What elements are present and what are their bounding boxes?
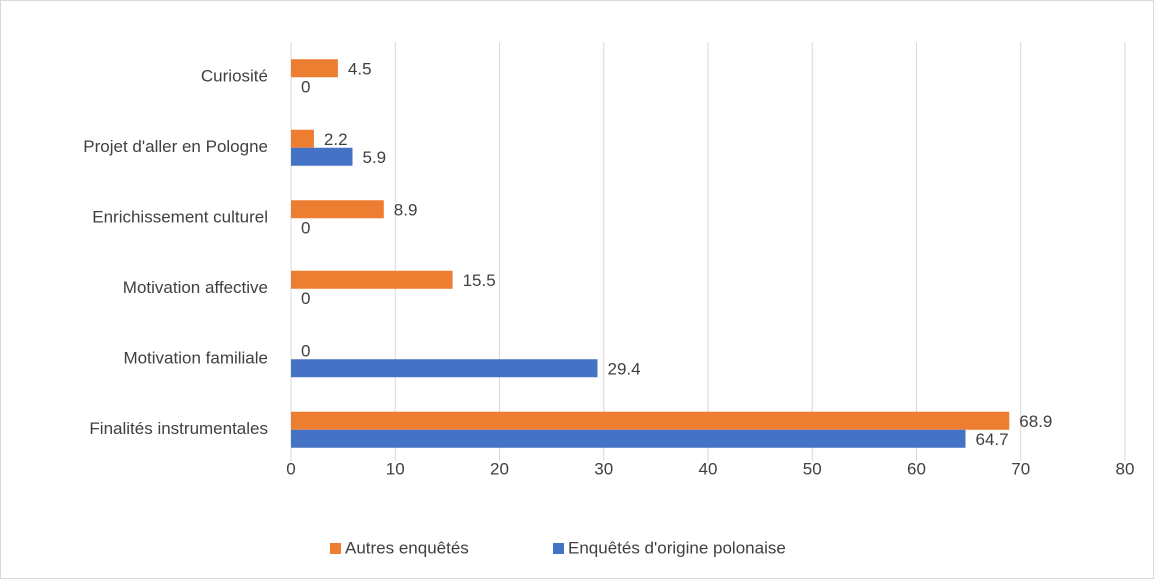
legend-label: Autres enquêtés <box>345 538 469 557</box>
y-tick-label: Finalités instrumentales <box>89 419 268 438</box>
value-label: 0 <box>301 219 310 238</box>
x-tick-label: 80 <box>1116 459 1135 478</box>
x-tick-label: 60 <box>907 459 926 478</box>
x-tick-label: 10 <box>386 459 405 478</box>
bar <box>291 200 384 219</box>
x-tick-label: 70 <box>1011 459 1030 478</box>
value-label: 64.7 <box>975 430 1008 449</box>
value-label: 2.2 <box>324 130 348 149</box>
value-label: 8.9 <box>394 201 418 220</box>
y-tick-label: Curiosité <box>201 67 268 86</box>
legend-label: Enquêtés d'origine polonaise <box>568 538 786 557</box>
value-label: 29.4 <box>607 360 640 379</box>
value-label: 0 <box>301 78 310 97</box>
value-label: 0 <box>301 289 310 308</box>
x-tick-label: 40 <box>699 459 718 478</box>
value-label: 15.5 <box>463 271 496 290</box>
x-tick-label: 0 <box>286 459 295 478</box>
x-tick-label: 50 <box>803 459 822 478</box>
value-label: 4.5 <box>348 60 372 79</box>
value-label: 0 <box>301 342 310 361</box>
y-tick-label: Projet d'aller en Pologne <box>83 137 268 156</box>
legend-swatch <box>553 543 564 554</box>
bar <box>291 270 453 289</box>
bar <box>291 59 338 78</box>
value-label: 68.9 <box>1019 412 1052 431</box>
x-tick-label: 20 <box>490 459 509 478</box>
y-tick-label: Enrichissement culturel <box>92 208 268 227</box>
x-tick-label: 30 <box>594 459 613 478</box>
bar <box>291 429 966 448</box>
value-label: 5.9 <box>363 148 387 167</box>
y-tick-label: Motivation affective <box>123 278 268 297</box>
bar <box>291 147 353 166</box>
y-tick-label: Motivation familiale <box>123 349 268 368</box>
bar <box>291 411 1010 430</box>
legend-swatch <box>330 543 341 554</box>
bar <box>291 359 598 378</box>
bar <box>291 129 314 148</box>
